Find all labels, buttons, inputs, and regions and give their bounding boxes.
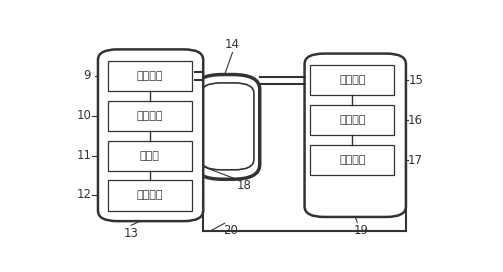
Text: 10: 10 bbox=[77, 109, 92, 122]
Text: 发射电路: 发射电路 bbox=[339, 75, 366, 85]
Text: 12: 12 bbox=[77, 188, 92, 202]
Text: 17: 17 bbox=[408, 154, 423, 167]
Bar bbox=[310, 105, 394, 135]
Text: 控制接口: 控制接口 bbox=[339, 155, 366, 165]
Text: 14: 14 bbox=[225, 38, 240, 51]
FancyBboxPatch shape bbox=[201, 83, 254, 170]
Text: 18: 18 bbox=[237, 179, 252, 192]
Text: 19: 19 bbox=[354, 224, 369, 237]
FancyBboxPatch shape bbox=[98, 50, 203, 221]
Bar bbox=[108, 180, 192, 211]
Text: 发射电源: 发射电源 bbox=[339, 115, 366, 125]
Text: 20: 20 bbox=[223, 224, 238, 237]
Bar bbox=[310, 145, 394, 175]
FancyBboxPatch shape bbox=[304, 54, 406, 217]
Text: 接收电路: 接收电路 bbox=[136, 71, 163, 81]
Text: 控制电路: 控制电路 bbox=[136, 190, 163, 200]
Text: 13: 13 bbox=[124, 227, 138, 240]
Bar bbox=[108, 101, 192, 131]
Bar bbox=[310, 65, 394, 95]
FancyBboxPatch shape bbox=[195, 75, 260, 179]
Text: 16: 16 bbox=[408, 114, 423, 127]
Bar bbox=[108, 61, 192, 91]
Text: 15: 15 bbox=[408, 74, 423, 87]
Text: 处理器: 处理器 bbox=[140, 151, 159, 161]
Bar bbox=[108, 141, 192, 171]
Text: 9: 9 bbox=[83, 69, 91, 82]
Text: 11: 11 bbox=[77, 149, 92, 162]
Text: 接收电源: 接收电源 bbox=[136, 111, 163, 121]
